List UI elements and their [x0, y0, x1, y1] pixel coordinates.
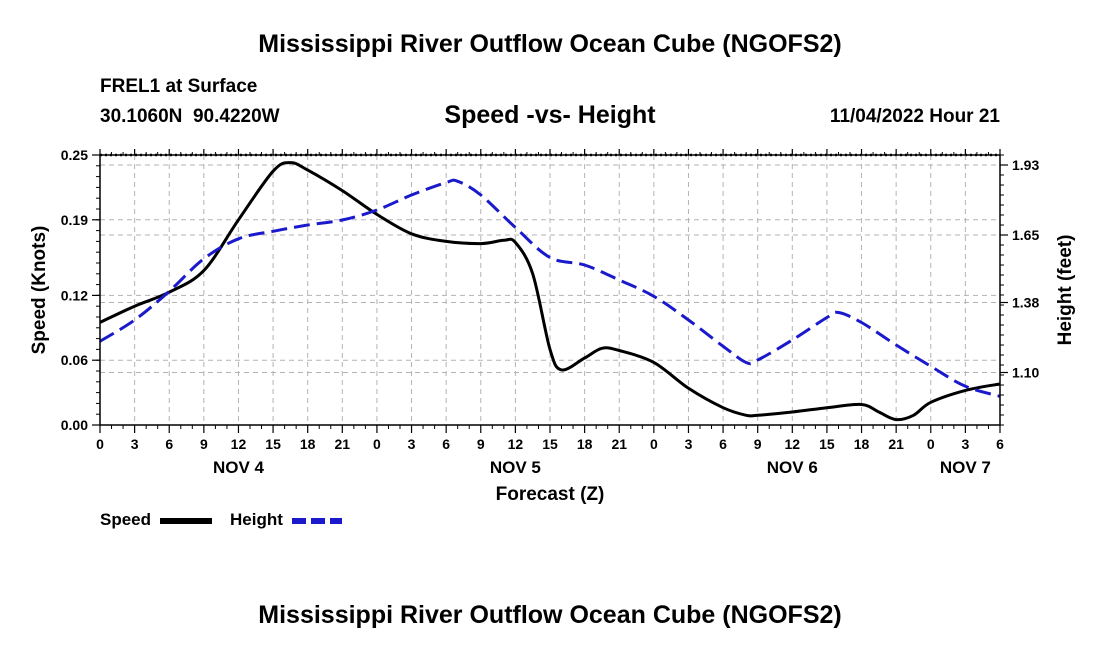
repeated-title: Mississippi River Outflow Ocean Cube (NG…: [258, 601, 842, 629]
series-line-height: [99, 178, 1001, 398]
x-tick-label: 6: [165, 436, 173, 452]
x-tick-label: 9: [477, 436, 485, 452]
page-title: Mississippi River Outflow Ocean Cube (NG…: [258, 30, 842, 58]
y-tick-label-left: 0.19: [61, 212, 88, 228]
x-tick-label: 3: [961, 436, 969, 452]
x-tick-label: 3: [685, 436, 693, 452]
x-tick-label: 12: [508, 436, 524, 452]
legend-speed-label: Speed: [100, 510, 152, 529]
y-tick-label-right: 1.93: [1012, 157, 1039, 173]
chart-title: Speed -vs- Height: [444, 101, 656, 129]
y-axis-title-right: Height (feet): [1055, 235, 1076, 346]
day-label: NOV 7: [940, 458, 991, 477]
forecast-datetime: 11/04/2022 Hour 21: [829, 106, 1000, 127]
x-tick-label: 9: [200, 436, 208, 452]
y-axis-title-left: Speed (Knots): [29, 226, 50, 355]
x-tick-label: 21: [611, 436, 627, 452]
day-label: NOV 5: [490, 458, 541, 477]
x-tick-label: 0: [96, 436, 104, 452]
chart-series: [99, 161, 1001, 422]
x-tick-label: 12: [785, 436, 801, 452]
x-tick-label: 21: [888, 436, 904, 452]
y-tick-label-right: 1.10: [1012, 365, 1039, 381]
station-name: FREL1 at Surface: [100, 76, 258, 97]
x-tick-label: 9: [754, 436, 762, 452]
series-line-speed: [99, 161, 1001, 422]
chart-grid: [100, 153, 1000, 425]
y-tick-label-right: 1.65: [1012, 227, 1039, 243]
y-tick-label-left: 0.00: [61, 417, 88, 433]
y-tick-label-left: 0.25: [61, 147, 88, 163]
day-label: NOV 6: [767, 458, 818, 477]
x-tick-label: 3: [131, 436, 139, 452]
x-tick-label: 6: [442, 436, 450, 452]
x-tick-label: 15: [265, 436, 281, 452]
legend-speed-swatch: [160, 518, 212, 524]
x-axis-title: Forecast (Z): [496, 484, 605, 505]
y-tick-label-left: 0.06: [61, 352, 88, 368]
legend-height-swatch: [292, 518, 342, 524]
x-tick-label: 18: [854, 436, 870, 452]
chart-labels: 0 3 6 9 12 15 18 21 0 3 6 9 12 15 18 21 0 3 6 9 12 15 18 21 0 3 6N…: [29, 147, 1076, 505]
x-tick-label: 15: [819, 436, 835, 452]
x-tick-label: 6: [719, 436, 727, 452]
x-tick-label: 18: [300, 436, 316, 452]
x-tick-label: 0: [927, 436, 935, 452]
station-coords: 30.1060N 90.4220W: [100, 106, 280, 127]
y-tick-label-right: 1.38: [1012, 295, 1039, 311]
y-tick-label-left: 0.12: [61, 287, 88, 303]
x-tick-label: 6: [996, 436, 1004, 452]
x-tick-label: 21: [335, 436, 351, 452]
x-tick-label: 12: [231, 436, 247, 452]
plot-frame: [99, 154, 1001, 426]
x-tick-label: 0: [373, 436, 381, 452]
legend-height-label: Height: [230, 510, 283, 529]
x-tick-label: 18: [577, 436, 593, 452]
day-label: NOV 4: [213, 458, 265, 477]
x-tick-label: 3: [408, 436, 416, 452]
x-tick-label: 15: [542, 436, 558, 452]
x-tick-label: 0: [650, 436, 658, 452]
